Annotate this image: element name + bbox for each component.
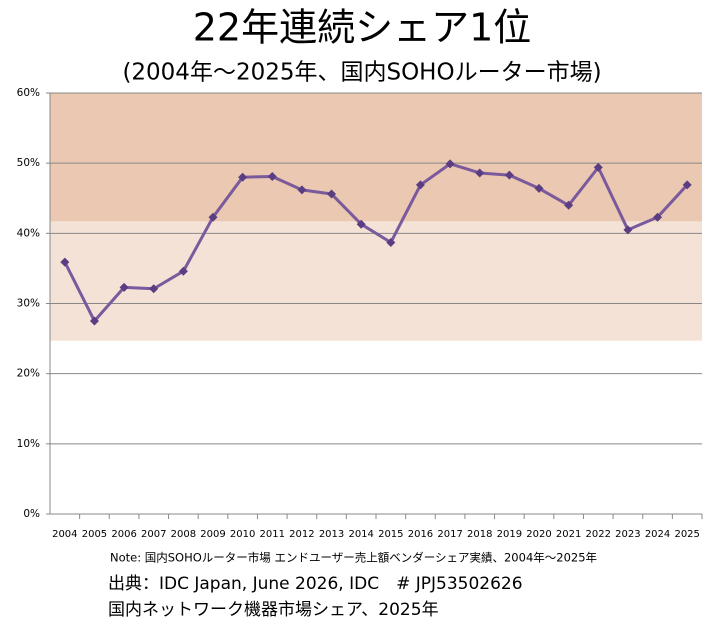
chart-subtitle: (2004年～2025年、国内SOHOルーター市場) xyxy=(122,60,601,86)
x-tick-label: 2011 xyxy=(260,529,285,540)
marker xyxy=(534,183,544,193)
x-tick-label: 2008 xyxy=(171,529,196,540)
marker xyxy=(653,212,663,222)
y-tick-label: 40% xyxy=(17,227,40,239)
y-tick-label: 10% xyxy=(17,438,40,450)
x-tick-label: 2015 xyxy=(378,529,403,540)
source: 出典：IDC Japan, June 2026, IDC # JPJ535026… xyxy=(108,574,523,594)
x-tick-label: 2021 xyxy=(556,529,581,540)
x-tick-label: 2004 xyxy=(52,529,77,540)
x-tick-label: 2019 xyxy=(497,529,522,540)
marker xyxy=(445,159,455,169)
marker xyxy=(267,171,277,181)
marker xyxy=(415,180,425,190)
band xyxy=(50,221,702,341)
band xyxy=(50,93,702,222)
x-tick-label: 2017 xyxy=(437,529,462,540)
marker xyxy=(504,170,514,180)
note: Note: 国内SOHOルーター市場 エンドユーザー売上額ベンダーシェア実績、2… xyxy=(110,551,597,565)
marker xyxy=(682,180,692,190)
x-tick-label: 2014 xyxy=(348,529,373,540)
y-tick-label: 60% xyxy=(17,87,40,99)
x-tick-label: 2018 xyxy=(467,529,492,540)
x-tick-label: 2024 xyxy=(645,529,670,540)
marker xyxy=(238,172,248,182)
y-tick-label: 30% xyxy=(17,298,40,310)
x-tick-label: 2007 xyxy=(141,529,166,540)
x-tick-label: 2005 xyxy=(82,529,107,540)
marker xyxy=(297,185,307,195)
marker xyxy=(327,189,337,199)
y-tick-label: 50% xyxy=(17,157,40,169)
marker xyxy=(208,212,218,222)
marker xyxy=(356,219,366,229)
x-tick-label: 2009 xyxy=(200,529,225,540)
marker xyxy=(564,200,574,210)
marker xyxy=(149,284,159,294)
marker xyxy=(623,225,633,235)
marker xyxy=(60,257,70,267)
marker xyxy=(386,237,396,247)
x-tick-label: 2013 xyxy=(319,529,344,540)
x-tick-label: 2022 xyxy=(586,529,611,540)
x-tick-label: 2023 xyxy=(615,529,640,540)
marker xyxy=(89,316,99,326)
x-tick-label: 2010 xyxy=(230,529,255,540)
y-tick-label: 0% xyxy=(23,508,40,520)
marker xyxy=(178,266,188,276)
marker xyxy=(593,162,603,172)
y-tick-label: 20% xyxy=(17,368,40,380)
marker xyxy=(475,168,485,178)
marker xyxy=(119,282,129,292)
x-tick-label: 2006 xyxy=(111,529,136,540)
source-title: 国内ネットワーク機器市場シェア、2025年 xyxy=(108,600,439,620)
x-tick-label: 2016 xyxy=(408,529,433,540)
x-tick-label: 2020 xyxy=(526,529,551,540)
line xyxy=(63,162,689,323)
x-tick-label: 2012 xyxy=(289,529,314,540)
chart-title: 22年連続シェア1位 xyxy=(193,6,532,50)
x-tick-label: 2025 xyxy=(674,529,699,540)
